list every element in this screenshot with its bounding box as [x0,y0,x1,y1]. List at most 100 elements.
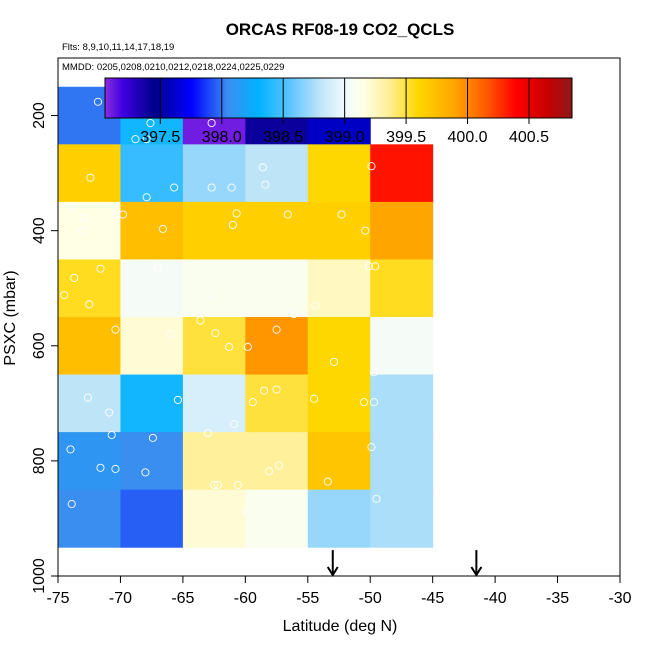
observation-point [272,385,281,394]
colorbar-tick-label: 399.0 [325,129,365,146]
arrow-head [326,566,339,577]
observation-point [196,316,205,325]
heatmap-cell [370,489,434,548]
heatmap-cells [58,86,434,548]
heatmap-cell [307,489,371,548]
heatmap-cell [58,489,121,548]
heatmap-cell [58,201,121,260]
observation-point [242,507,251,516]
colorbar: 397.5 398.0 398.5 399.0 399.5 400.0 400.5 [104,77,573,146]
x-tick-label: -70 [109,590,132,607]
observation-point [213,481,222,490]
observation-point [188,547,197,556]
heatmap-cell [245,374,309,433]
observation-point [373,570,382,579]
heatmap-cell [370,144,434,203]
observation-point [153,263,162,272]
observation-point [372,494,381,503]
x-tick-label: -40 [484,590,507,607]
observation-point [369,368,379,377]
heatmap-cell [245,432,309,491]
colorbar-tick-label: 400.5 [509,129,549,146]
observation-point [105,551,114,560]
heatmap-cell [370,374,434,433]
observation-point [228,220,237,229]
y-tick-label: 400 [31,217,48,244]
heatmap-cell [182,489,246,548]
x-tick-label: -30 [608,590,631,607]
observation-point [170,183,179,192]
colorbar-tick-label: 398.5 [263,129,303,146]
observation-point [83,393,93,402]
observation-point [289,310,299,319]
observation-point [85,300,94,309]
x-tick-label: -55 [296,590,319,607]
y-tick-label: 1000 [31,558,48,594]
observation-point [111,464,120,473]
observation-point [210,547,219,556]
observation-point [311,301,320,310]
observation-point [142,135,151,144]
heatmap-cell [120,489,184,548]
observation-point [283,210,292,219]
heatmap-cell [58,432,121,491]
observation-point [148,433,157,442]
colorbar-tick-label: 398.0 [202,129,242,146]
observation-point [205,291,214,300]
observation-point [261,180,270,189]
heatmap-cell [307,432,371,491]
observation-point [146,118,155,128]
observation-point [260,386,269,395]
observation-point [258,163,267,172]
y-tick-label: 200 [31,102,48,129]
observation-point [329,357,339,366]
observation-point [265,558,274,567]
observation-point [66,445,75,454]
observation-point [97,548,106,558]
heatmap-cell [58,317,121,376]
heatmap-cell [370,432,434,491]
observation-point [230,420,239,429]
heatmap-cell [120,201,184,260]
x-tick-label: -50 [359,590,382,607]
y-axis: 200 400 600 800 1000 [31,58,59,594]
heatmap-cell [120,317,184,376]
heatmap-cell [245,144,309,203]
observation-point [366,547,375,556]
observation-point [102,548,111,558]
observation-point [337,210,346,219]
observation-point [158,224,167,233]
heatmap-cell [58,144,121,203]
observation-point [211,329,220,338]
observation-point [77,226,86,235]
arrow-head [470,566,483,577]
observation-point [207,118,216,128]
heatmap-cell [307,317,371,376]
observation-point [367,162,376,171]
observation-point [118,210,127,219]
observation-point [173,395,182,404]
observation-point [359,398,369,407]
observation-point [215,547,224,556]
heatmap-cell [58,374,121,433]
x-tick-label: -45 [421,590,444,607]
observation-point [243,342,252,351]
y-tick-label: 800 [31,447,48,474]
arrow-markers [326,550,483,577]
observation-point [272,325,281,334]
colorbar-ticks: 397.5 398.0 398.5 399.0 399.5 400.0 400.5 [140,78,549,146]
observation-point [309,394,319,403]
observation-point [166,330,175,339]
observation-point [231,550,240,559]
observation-point [275,461,284,470]
observation-point [227,183,236,192]
observation-point [248,398,257,407]
observation-point [237,550,246,559]
colorbar-tick-label: 399.5 [386,129,426,146]
observation-point [105,408,114,417]
observation-point [371,262,380,271]
heatmap-cell [120,259,184,318]
heatmap-cell [245,201,309,260]
x-axis: -75 -70 -65 -60 -55 -50 -45 -40 -35 -30 [46,575,632,607]
